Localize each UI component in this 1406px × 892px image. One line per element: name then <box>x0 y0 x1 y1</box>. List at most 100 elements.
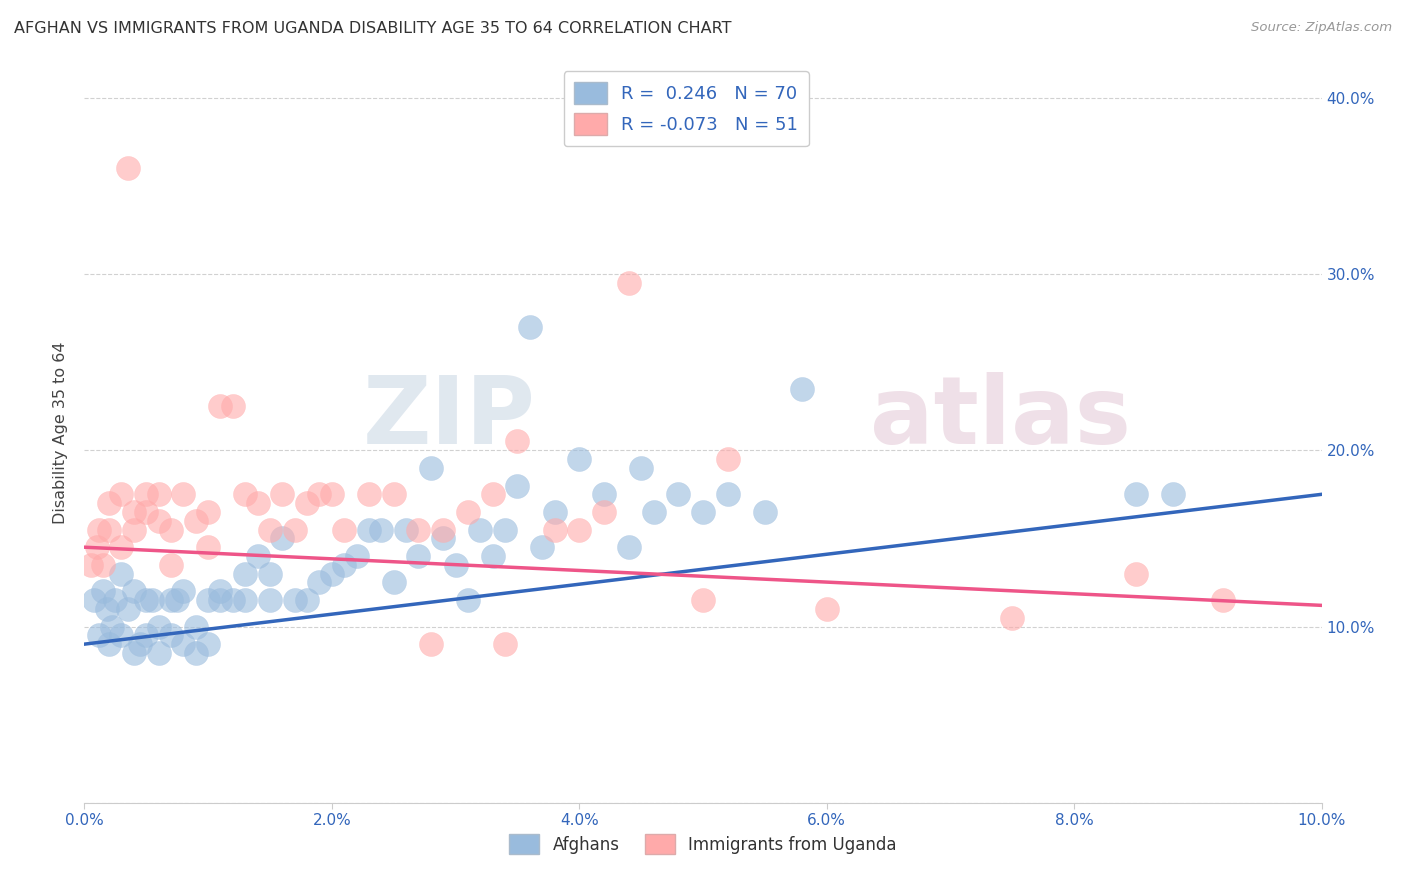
Point <box>321 487 343 501</box>
Point <box>357 487 380 501</box>
Point <box>284 593 307 607</box>
Point <box>432 532 454 546</box>
Point <box>110 628 132 642</box>
Point <box>135 487 157 501</box>
Point <box>666 487 689 501</box>
Point <box>172 584 194 599</box>
Point <box>197 593 219 607</box>
Point <box>643 505 665 519</box>
Y-axis label: Disability Age 35 to 64: Disability Age 35 to 64 <box>53 342 69 524</box>
Point <box>91 558 114 572</box>
Point <box>754 505 776 519</box>
Point <box>160 628 183 642</box>
Point <box>271 487 294 501</box>
Point <box>692 505 714 519</box>
Point <box>209 584 232 599</box>
Point <box>246 549 269 563</box>
Text: ZIP: ZIP <box>363 372 536 464</box>
Point <box>104 593 127 607</box>
Point <box>382 487 405 501</box>
Point <box>96 602 118 616</box>
Point <box>357 523 380 537</box>
Point <box>593 487 616 501</box>
Point <box>246 496 269 510</box>
Point <box>83 593 105 607</box>
Point <box>117 602 139 616</box>
Point <box>233 566 256 581</box>
Text: AFGHAN VS IMMIGRANTS FROM UGANDA DISABILITY AGE 35 TO 64 CORRELATION CHART: AFGHAN VS IMMIGRANTS FROM UGANDA DISABIL… <box>14 21 731 36</box>
Point <box>110 566 132 581</box>
Point <box>172 487 194 501</box>
Point <box>148 514 170 528</box>
Point <box>531 540 554 554</box>
Point <box>494 523 516 537</box>
Point <box>122 584 145 599</box>
Point <box>233 593 256 607</box>
Point <box>259 523 281 537</box>
Point <box>519 319 541 334</box>
Point <box>222 399 245 413</box>
Point <box>717 487 740 501</box>
Point <box>148 646 170 660</box>
Point <box>419 461 441 475</box>
Point <box>321 566 343 581</box>
Point <box>135 593 157 607</box>
Point <box>209 593 232 607</box>
Point <box>395 523 418 537</box>
Point <box>184 619 207 633</box>
Point <box>432 523 454 537</box>
Point <box>382 575 405 590</box>
Point <box>160 558 183 572</box>
Point <box>86 540 108 554</box>
Point <box>209 399 232 413</box>
Point <box>370 523 392 537</box>
Point <box>457 593 479 607</box>
Point <box>89 523 111 537</box>
Point <box>506 478 529 492</box>
Point <box>1125 487 1147 501</box>
Point <box>408 549 430 563</box>
Point <box>110 540 132 554</box>
Point <box>630 461 652 475</box>
Point <box>271 532 294 546</box>
Point <box>295 496 318 510</box>
Point <box>333 523 356 537</box>
Point <box>89 628 111 642</box>
Point <box>184 514 207 528</box>
Point <box>481 487 503 501</box>
Point <box>79 558 101 572</box>
Point <box>617 540 640 554</box>
Point <box>91 584 114 599</box>
Point <box>481 549 503 563</box>
Point <box>233 487 256 501</box>
Point <box>141 593 163 607</box>
Point <box>790 382 813 396</box>
Point <box>346 549 368 563</box>
Point <box>457 505 479 519</box>
Point <box>1001 610 1024 624</box>
Point <box>135 505 157 519</box>
Point <box>259 593 281 607</box>
Point <box>259 566 281 581</box>
Point <box>494 637 516 651</box>
Legend: Afghans, Immigrants from Uganda: Afghans, Immigrants from Uganda <box>503 828 903 861</box>
Point <box>308 575 330 590</box>
Point <box>166 593 188 607</box>
Point <box>148 487 170 501</box>
Point <box>308 487 330 501</box>
Point <box>122 523 145 537</box>
Point <box>148 619 170 633</box>
Point <box>160 523 183 537</box>
Point <box>110 487 132 501</box>
Point <box>692 593 714 607</box>
Point <box>284 523 307 537</box>
Point <box>815 602 838 616</box>
Text: atlas: atlas <box>870 372 1130 464</box>
Point <box>160 593 183 607</box>
Point <box>222 593 245 607</box>
Point <box>117 161 139 176</box>
Point <box>333 558 356 572</box>
Point <box>593 505 616 519</box>
Point <box>717 452 740 467</box>
Point <box>470 523 492 537</box>
